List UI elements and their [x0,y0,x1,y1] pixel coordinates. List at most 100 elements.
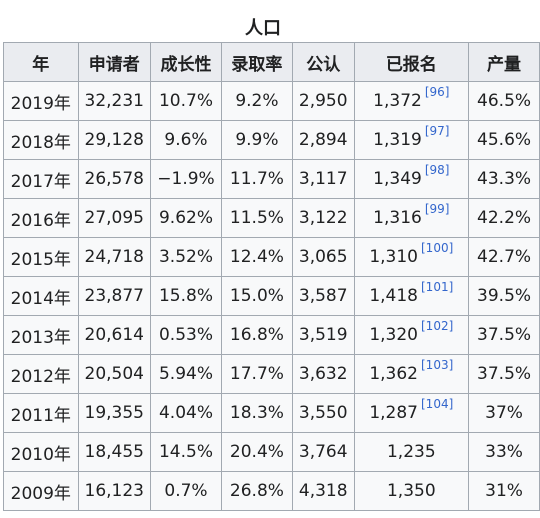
header-admit-rate: 录取率 [220,42,293,82]
enrolled-value: 1,320 [369,325,418,345]
citation-link[interactable]: [104] [421,397,454,411]
enrolled-value: 1,310 [369,247,418,267]
cell-growth: 0.53% [150,315,222,355]
cell-enrolled: 1,349 [98] [353,159,470,199]
cell-admit-rate: 17.7% [220,354,293,394]
cell-admit-rate: 11.7% [220,159,293,199]
cell-growth: 5.94% [150,354,222,394]
cell-year: 2013年 [3,315,79,355]
cell-year: 2010年 [3,432,79,472]
cell-admit-rate: 15.0% [220,276,293,316]
citation-link[interactable]: [101] [421,280,454,294]
header-year: 年 [3,42,79,82]
header-applicants: 申请者 [77,42,152,82]
cell-admit-rate: 11.5% [220,198,293,238]
cell-admit-rate: 26.8% [220,471,293,511]
cell-accepted: 4,318 [291,471,355,511]
admissions-table: 年 申请者 成长性 录取率 公认 已报名 产量 2019年 32,231 10.7%… [3,42,540,511]
table-header-row: 年 申请者 成长性 录取率 公认 已报名 产量 [3,42,540,82]
citation-link[interactable]: [99] [424,202,450,216]
cell-growth: 10.7% [150,81,222,121]
cell-yield: 43.3% [468,159,540,199]
cell-applicants: 27,095 [77,198,152,238]
cell-yield: 37.5% [468,354,540,394]
cell-yield: 37.5% [468,315,540,355]
cell-applicants: 18,455 [77,432,152,472]
citation-link[interactable]: [96] [424,85,450,99]
cell-growth: 15.8% [150,276,222,316]
cell-yield: 33% [468,432,540,472]
table-row: 2009年 16,123 0.7% 26.8% 4,318 1,350 31% [3,471,540,511]
cell-yield: 46.5% [468,81,540,121]
cell-admit-rate: 9.2% [220,81,293,121]
table-body: 2019年 32,231 10.7% 9.2% 2,950 1,372 [96] 46.5% 2… [3,81,540,511]
cell-yield: 42.2% [468,198,540,238]
table-row: 2017年 26,578 −1.9% 11.7% 3,117 1,349 [98] 43.3% [3,159,540,199]
cell-accepted: 3,122 [291,198,355,238]
table-row: 2011年 19,355 4.04% 18.3% 3,550 1,287 [104] 37% [3,393,540,433]
header-enrolled: 已报名 [353,42,470,82]
enrolled-value: 1,287 [369,403,418,423]
cell-admit-rate: 16.8% [220,315,293,355]
cell-enrolled: 1,310 [100] [353,237,470,277]
enrolled-value: 1,316 [373,208,422,228]
cell-accepted: 3,587 [291,276,355,316]
cell-accepted: 3,065 [291,237,355,277]
table-row: 2014年 23,877 15.8% 15.0% 3,587 1,418 [101] 39.5… [3,276,540,316]
cell-applicants: 16,123 [77,471,152,511]
cell-applicants: 20,614 [77,315,152,355]
cell-enrolled: 1,350 [353,471,470,511]
cell-enrolled: 1,319 [97] [353,120,470,160]
table-row: 2010年 18,455 14.5% 20.4% 3,764 1,235 33% [3,432,540,472]
cell-applicants: 32,231 [77,81,152,121]
cell-yield: 42.7% [468,237,540,277]
cell-accepted: 2,950 [291,81,355,121]
cell-applicants: 19,355 [77,393,152,433]
cell-yield: 45.6% [468,120,540,160]
cell-applicants: 23,877 [77,276,152,316]
enrolled-value: 1,235 [386,442,436,462]
table-row: 2015年 24,718 3.52% 12.4% 3,065 1,310 [100] 42.7… [3,237,540,277]
cell-yield: 39.5% [468,276,540,316]
cell-admit-rate: 12.4% [220,237,293,277]
citation-link[interactable]: [98] [424,163,450,177]
header-accepted: 公认 [291,42,355,82]
table-caption: 人口 [245,18,281,39]
table-row: 2012年 20,504 5.94% 17.7% 3,632 1,362 [103] 37.5… [3,354,540,394]
cell-admit-rate: 9.9% [220,120,293,160]
cell-growth: 9.62% [150,198,222,238]
cell-enrolled: 1,235 [353,432,470,472]
cell-applicants: 29,128 [77,120,152,160]
cell-accepted: 3,117 [291,159,355,199]
cell-yield: 31% [468,471,540,511]
citation-link[interactable]: [97] [424,124,450,138]
cell-yield: 37% [468,393,540,433]
cell-growth: 9.6% [150,120,222,160]
table-row: 2016年 27,095 9.62% 11.5% 3,122 1,316 [99] 42.2% [3,198,540,238]
cell-admit-rate: 20.4% [220,432,293,472]
enrolled-value: 1,349 [373,169,422,189]
cell-year: 2011年 [3,393,79,433]
cell-year: 2016年 [3,198,79,238]
table-row: 2019年 32,231 10.7% 9.2% 2,950 1,372 [96] 46.5% [3,81,540,121]
citation-link[interactable]: [103] [421,358,454,372]
cell-year: 2015年 [3,237,79,277]
cell-year: 2012年 [3,354,79,394]
citation-link[interactable]: [100] [421,241,454,255]
cell-accepted: 3,519 [291,315,355,355]
cell-accepted: 3,550 [291,393,355,433]
citation-link[interactable]: [102] [421,319,454,333]
enrolled-value: 1,372 [373,91,422,111]
cell-enrolled: 1,418 [101] [353,276,470,316]
enrolled-value: 1,319 [373,130,422,150]
cell-admit-rate: 18.3% [220,393,293,433]
cell-enrolled: 1,372 [96] [353,81,470,121]
cell-enrolled: 1,320 [102] [353,315,470,355]
cell-year: 2018年 [3,120,79,160]
cell-applicants: 24,718 [77,237,152,277]
enrolled-value: 1,362 [369,364,418,384]
cell-growth: 4.04% [150,393,222,433]
enrolled-value: 1,418 [369,286,418,306]
cell-accepted: 3,632 [291,354,355,394]
header-growth: 成长性 [150,42,222,82]
